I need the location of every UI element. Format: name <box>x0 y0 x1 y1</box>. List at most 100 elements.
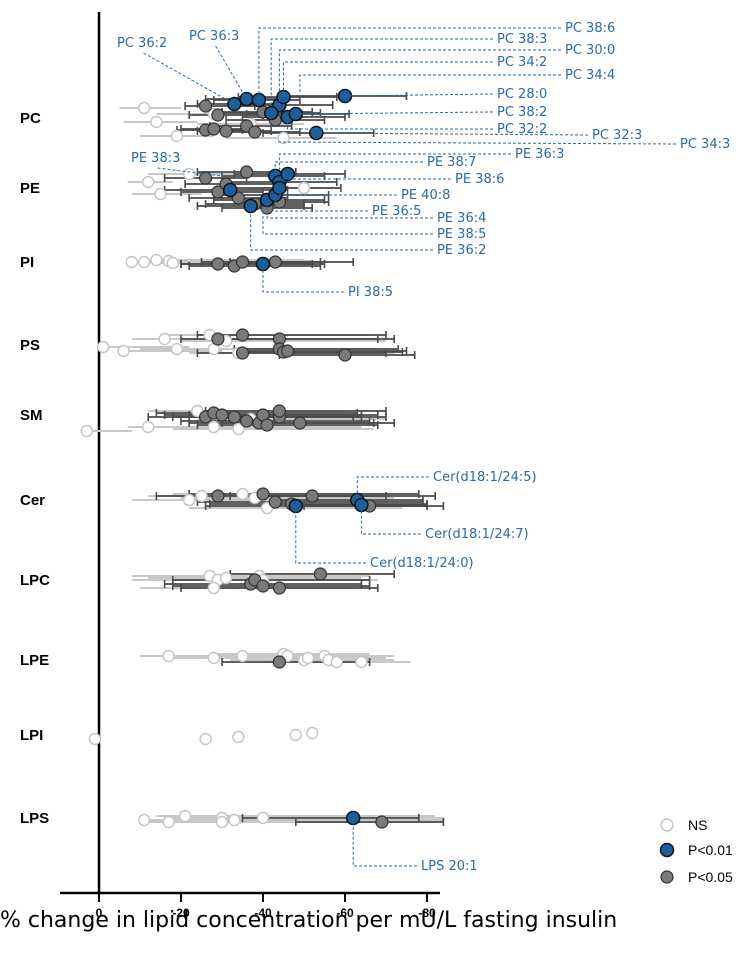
category-label: SM <box>20 407 43 424</box>
annotation-label: Cer(d18:1/24:5) <box>433 470 537 485</box>
annotation-leader <box>266 200 433 219</box>
point-ns <box>355 655 368 669</box>
category-label: Cer <box>20 492 45 509</box>
legend-marker-ns <box>660 818 674 832</box>
annotation-leader <box>274 161 423 176</box>
point-p05 <box>211 332 225 346</box>
annotation-label: PC 38:3 <box>497 32 547 47</box>
category-label: LPC <box>20 572 50 589</box>
point-ns <box>207 420 221 434</box>
point-p05 <box>268 255 282 269</box>
category-label: LPS <box>20 810 49 827</box>
point-ns <box>88 732 102 746</box>
x-axis-label: % change in lipid concentration per mU/L… <box>0 908 618 933</box>
point-p05 <box>375 815 389 829</box>
point-p05 <box>235 328 250 342</box>
point-ns <box>158 332 171 346</box>
annotation-label: PC 34:3 <box>680 137 730 152</box>
annotation-label: PE 38:3 <box>131 151 180 166</box>
point-ns <box>199 732 212 746</box>
point-p01 <box>251 92 267 108</box>
point-ns <box>297 181 311 195</box>
annotation-label: Cer(d18:1/24:7) <box>425 527 529 542</box>
annotation-leader <box>287 117 493 130</box>
point-p05 <box>211 489 225 503</box>
point-ns <box>117 344 130 358</box>
annotation-label: PC 32:3 <box>592 128 642 143</box>
point-p05 <box>211 108 225 122</box>
point-ns <box>232 730 245 744</box>
point-p05 <box>272 404 286 418</box>
annotation-leader <box>262 206 433 235</box>
category-label: PC <box>20 110 41 127</box>
point-ns <box>125 255 139 269</box>
data-points <box>80 88 389 829</box>
annotation-label: PC 38:6 <box>565 21 615 36</box>
point-p05 <box>256 487 270 501</box>
point-p05 <box>199 99 213 113</box>
annotation-label: PE 36:3 <box>515 147 564 162</box>
point-ns <box>256 811 270 825</box>
annotation-label: PC 36:2 <box>117 36 167 51</box>
point-ns <box>162 815 175 829</box>
point-ns <box>207 651 221 665</box>
annotation-label: PC 32:2 <box>497 122 547 137</box>
annotation-leader <box>258 27 561 100</box>
point-p05 <box>219 124 233 138</box>
point-p01 <box>354 497 369 513</box>
point-p01 <box>255 256 271 272</box>
point-p05 <box>211 257 225 271</box>
point-p05 <box>272 655 286 669</box>
point-ns <box>289 728 302 742</box>
category-label: LPE <box>20 652 49 669</box>
point-ns <box>228 813 241 827</box>
annotation-label: PC 34:4 <box>565 68 615 83</box>
legend-marker-p05 <box>660 870 674 884</box>
point-p01 <box>280 166 295 182</box>
point-ns <box>301 651 315 665</box>
annotation-label: PE 38:7 <box>427 155 476 170</box>
point-ns <box>182 493 196 507</box>
point-p01 <box>227 96 242 112</box>
annotation-leader <box>316 132 589 136</box>
x-tick-label: -40 <box>254 906 272 920</box>
point-ns <box>137 813 151 827</box>
annotation-label: Cer(d18:1/24:0) <box>370 556 474 571</box>
annotation-label: PC 34:2 <box>497 55 547 70</box>
annotation-leader <box>356 476 429 500</box>
point-p05 <box>313 567 327 581</box>
annotation-label: PE 40:8 <box>401 188 450 203</box>
point-ns <box>137 255 151 269</box>
annotation-label: PE 38:6 <box>455 172 504 187</box>
legend-label: P<0.05 <box>688 869 733 885</box>
point-p05 <box>248 125 262 139</box>
point-p05 <box>199 171 213 185</box>
annotation-label: PC 28:0 <box>497 87 547 102</box>
point-ns <box>141 175 155 189</box>
annotation-leader <box>283 61 493 97</box>
point-p05 <box>235 255 250 269</box>
category-label: PE <box>20 180 40 197</box>
point-ns <box>219 571 233 585</box>
x-tick-label: 0 <box>96 906 103 920</box>
point-p05 <box>235 346 250 360</box>
point-p05 <box>256 579 270 593</box>
annotation-leader <box>344 93 494 97</box>
legend-label: NS <box>688 817 707 833</box>
point-ns <box>170 342 184 356</box>
point-p01 <box>222 182 238 198</box>
annotation-label: PI 38:5 <box>348 285 393 300</box>
annotation-leader <box>274 195 368 212</box>
annotation-leader <box>295 111 494 115</box>
category-label: PI <box>20 254 34 271</box>
point-ns <box>215 815 229 829</box>
annotation-leader <box>250 206 433 251</box>
annotation-leader <box>278 153 511 174</box>
point-p01 <box>276 89 291 105</box>
x-tick-label: -60 <box>336 906 354 920</box>
point-ns <box>178 809 192 823</box>
annotation-label: PC 30:0 <box>565 43 615 58</box>
annotation-label: PC 38:2 <box>497 105 547 120</box>
point-ns <box>277 131 290 145</box>
annotation-leader <box>278 49 561 105</box>
